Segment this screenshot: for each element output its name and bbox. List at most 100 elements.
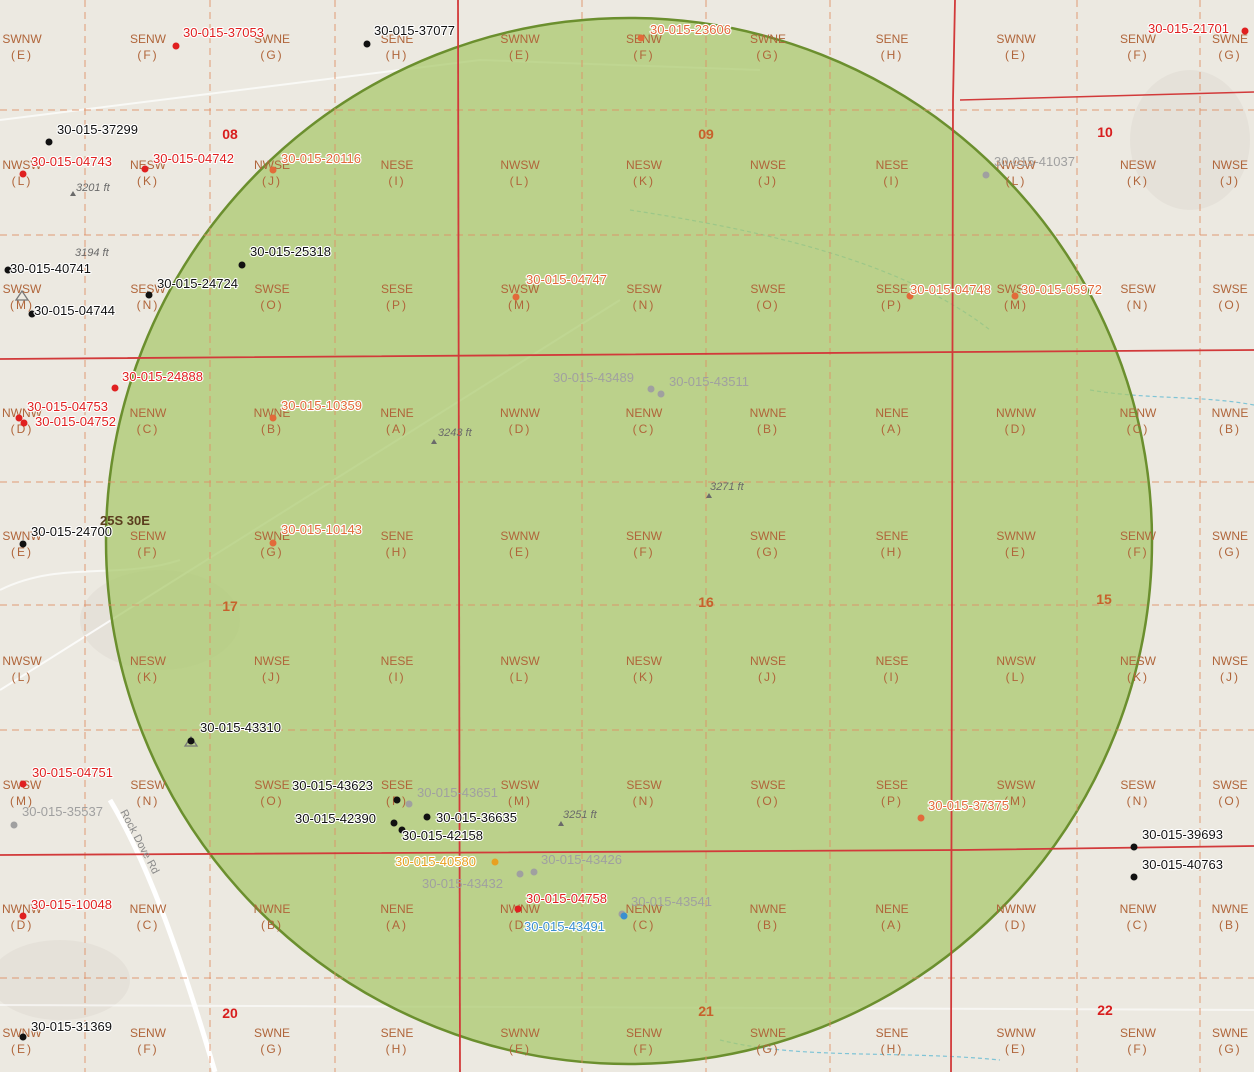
radius-circle[interactable] [104,16,1154,1066]
qq-label: NWSW [2,654,42,668]
well-label[interactable]: 30-015-24724 [156,275,239,292]
well-point[interactable] [269,539,277,547]
well-label[interactable]: 30-015-43432 [422,876,503,891]
section-label-21: 21 [698,1003,714,1019]
well-point[interactable] [1130,843,1138,851]
well-label[interactable]: 30-015-04753 [26,398,109,415]
well-point[interactable] [19,170,27,178]
well-point[interactable] [187,737,195,745]
well-point[interactable] [637,34,645,42]
well-label[interactable]: 30-015-35537 [22,804,103,819]
well-label[interactable]: 30-015-43491 [523,918,606,935]
well-label[interactable]: 30-015-39693 [1141,826,1224,843]
well-label[interactable]: 30-015-40741 [9,260,92,277]
well-label[interactable]: 30-015-43511 [669,374,749,389]
elevation-marker [558,821,564,826]
well-point[interactable] [390,819,398,827]
well-label[interactable]: 30-015-37299 [56,121,139,138]
well-point[interactable] [145,291,153,299]
well-label[interactable]: 30-015-04743 [30,153,113,170]
well-point[interactable] [363,40,371,48]
well-point[interactable] [19,1033,27,1041]
well-label[interactable]: 30-015-42158 [401,827,484,844]
section-label-20: 20 [222,1005,238,1021]
qq-label: SESW [626,282,662,296]
well-label[interactable]: 30-015-10359 [280,397,363,414]
well-label[interactable]: 30-015-04742 [152,150,235,167]
well-point[interactable] [620,912,628,920]
well-label[interactable]: 30-015-04758 [525,890,608,907]
well-point[interactable] [1011,292,1019,300]
well-point[interactable] [512,293,520,301]
well-point[interactable] [393,796,401,804]
well-label[interactable]: 30-015-37375 [927,797,1010,814]
well-point[interactable] [1130,873,1138,881]
well-point[interactable] [423,813,431,821]
well-label[interactable]: 30-015-43541 [631,894,712,909]
well-point[interactable] [647,385,655,393]
well-label[interactable]: 30-015-37077 [373,22,456,39]
well-label[interactable]: 30-015-25318 [249,243,332,260]
qq-letter: (C) [633,422,656,436]
qq-label: NENW [626,406,663,420]
well-point[interactable] [141,165,149,173]
well-label[interactable]: 30-015-23606 [649,21,732,38]
well-point[interactable] [19,540,27,548]
well-point[interactable] [530,868,538,876]
qq-letter: (I) [883,670,900,684]
well-label[interactable]: 30-015-43623 [291,777,374,794]
well-label[interactable]: 30-015-37053 [182,24,265,41]
well-point[interactable] [45,138,53,146]
well-label[interactable]: 30-015-43489 [553,370,634,385]
well-point[interactable] [269,166,277,174]
well-label[interactable]: 30-015-42390 [294,810,377,827]
well-point[interactable] [405,800,413,808]
well-label[interactable]: 30-015-31369 [30,1018,113,1035]
well-point[interactable] [19,912,27,920]
well-label[interactable]: 30-015-04744 [33,302,116,319]
well-point[interactable] [982,171,990,179]
qq-label: SWSE [750,778,785,792]
well-label[interactable]: 30-015-04751 [31,764,114,781]
well-label[interactable]: 30-015-43651 [417,785,498,800]
well-label[interactable]: 30-015-43426 [541,852,622,867]
well-label[interactable]: 30-015-10143 [280,521,363,538]
well-point[interactable] [4,266,12,274]
well-point[interactable] [514,905,522,913]
well-point[interactable] [19,780,27,788]
well-label[interactable]: 30-015-40580 [394,853,477,870]
well-point[interactable] [906,292,914,300]
well-label[interactable]: 30-015-40763 [1141,856,1224,873]
well-label[interactable]: 30-015-04748 [909,281,992,298]
well-point[interactable] [15,414,23,422]
well-point[interactable] [172,42,180,50]
well-point[interactable] [28,310,36,318]
well-point[interactable] [269,414,277,422]
qq-label: SWNE [1212,32,1248,46]
well-label[interactable]: 30-015-10048 [30,896,113,913]
well-point[interactable] [491,858,499,866]
qq-label: NENE [875,902,908,916]
well-point[interactable] [516,870,524,878]
well-point[interactable] [20,419,28,427]
well-label[interactable]: 30-015-04752 [34,413,117,430]
well-label[interactable]: 30-015-05972 [1020,281,1103,298]
well-label[interactable]: 30-015-24888 [121,368,204,385]
well-label[interactable]: 30-015-21701 [1147,20,1230,37]
well-point[interactable] [111,384,119,392]
well-label[interactable]: 30-015-04747 [525,271,608,288]
well-point[interactable] [917,814,925,822]
well-label[interactable]: 30-015-24700 [30,523,113,540]
well-label[interactable]: 30-015-41037 [994,154,1075,169]
well-label[interactable]: 30-015-20116 [280,150,362,167]
qq-label: NESW [130,158,167,172]
well-point[interactable] [10,821,18,829]
well-label[interactable]: 30-015-43310 [199,719,282,736]
well-point[interactable] [238,261,246,269]
well-point[interactable] [657,390,665,398]
well-point[interactable] [1241,27,1249,35]
well-point[interactable] [398,826,406,834]
well-label[interactable]: 30-015-36635 [435,809,518,826]
qq-label: SWSE [254,282,289,296]
